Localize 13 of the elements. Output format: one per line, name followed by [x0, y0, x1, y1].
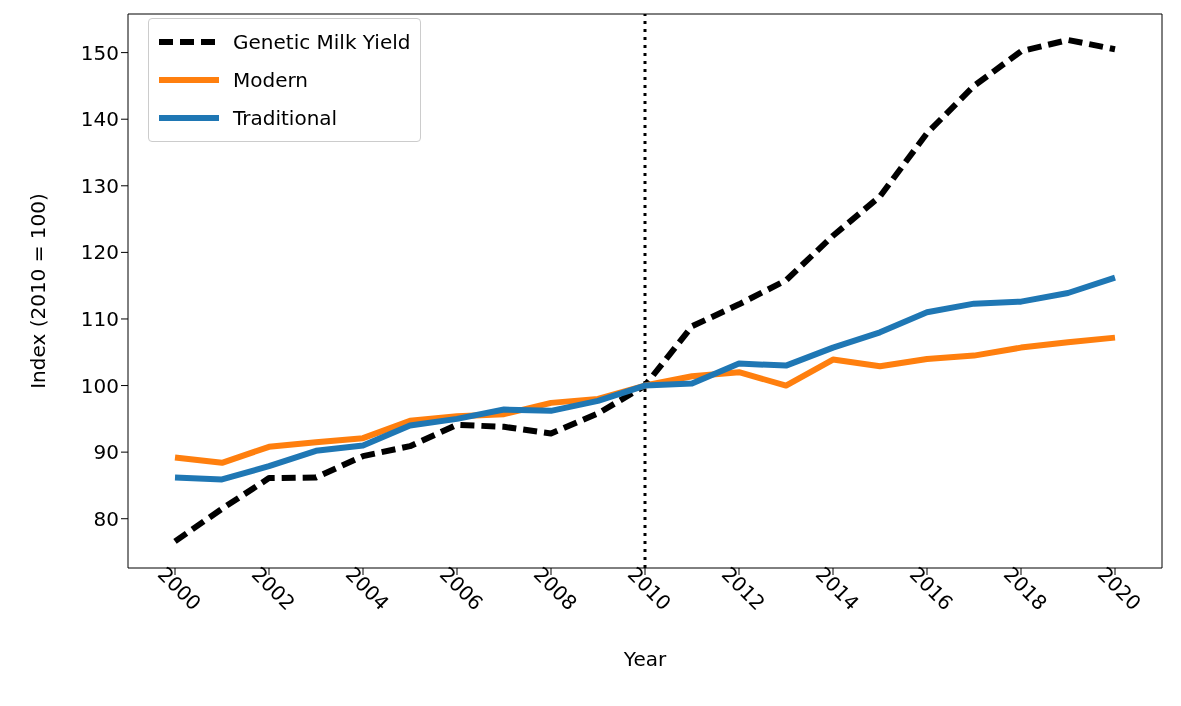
y-tick-label: 130 — [80, 173, 119, 198]
y-tick-label: 140 — [80, 107, 119, 132]
y-tick-label: 150 — [80, 40, 119, 65]
y-tick-label: 80 — [93, 506, 119, 531]
y-tick-label: 100 — [80, 373, 119, 398]
x-axis-title: Year — [622, 647, 667, 671]
y-tick-label: 110 — [80, 307, 119, 332]
legend-label: Modern — [233, 67, 309, 94]
legend-label: Traditional — [233, 105, 338, 132]
legend-label: Genetic Milk Yield — [233, 29, 411, 56]
y-tick-label: 90 — [93, 440, 119, 465]
y-axis-title: Index (2010 = 100) — [26, 193, 51, 389]
y-tick-label: 120 — [80, 240, 119, 265]
